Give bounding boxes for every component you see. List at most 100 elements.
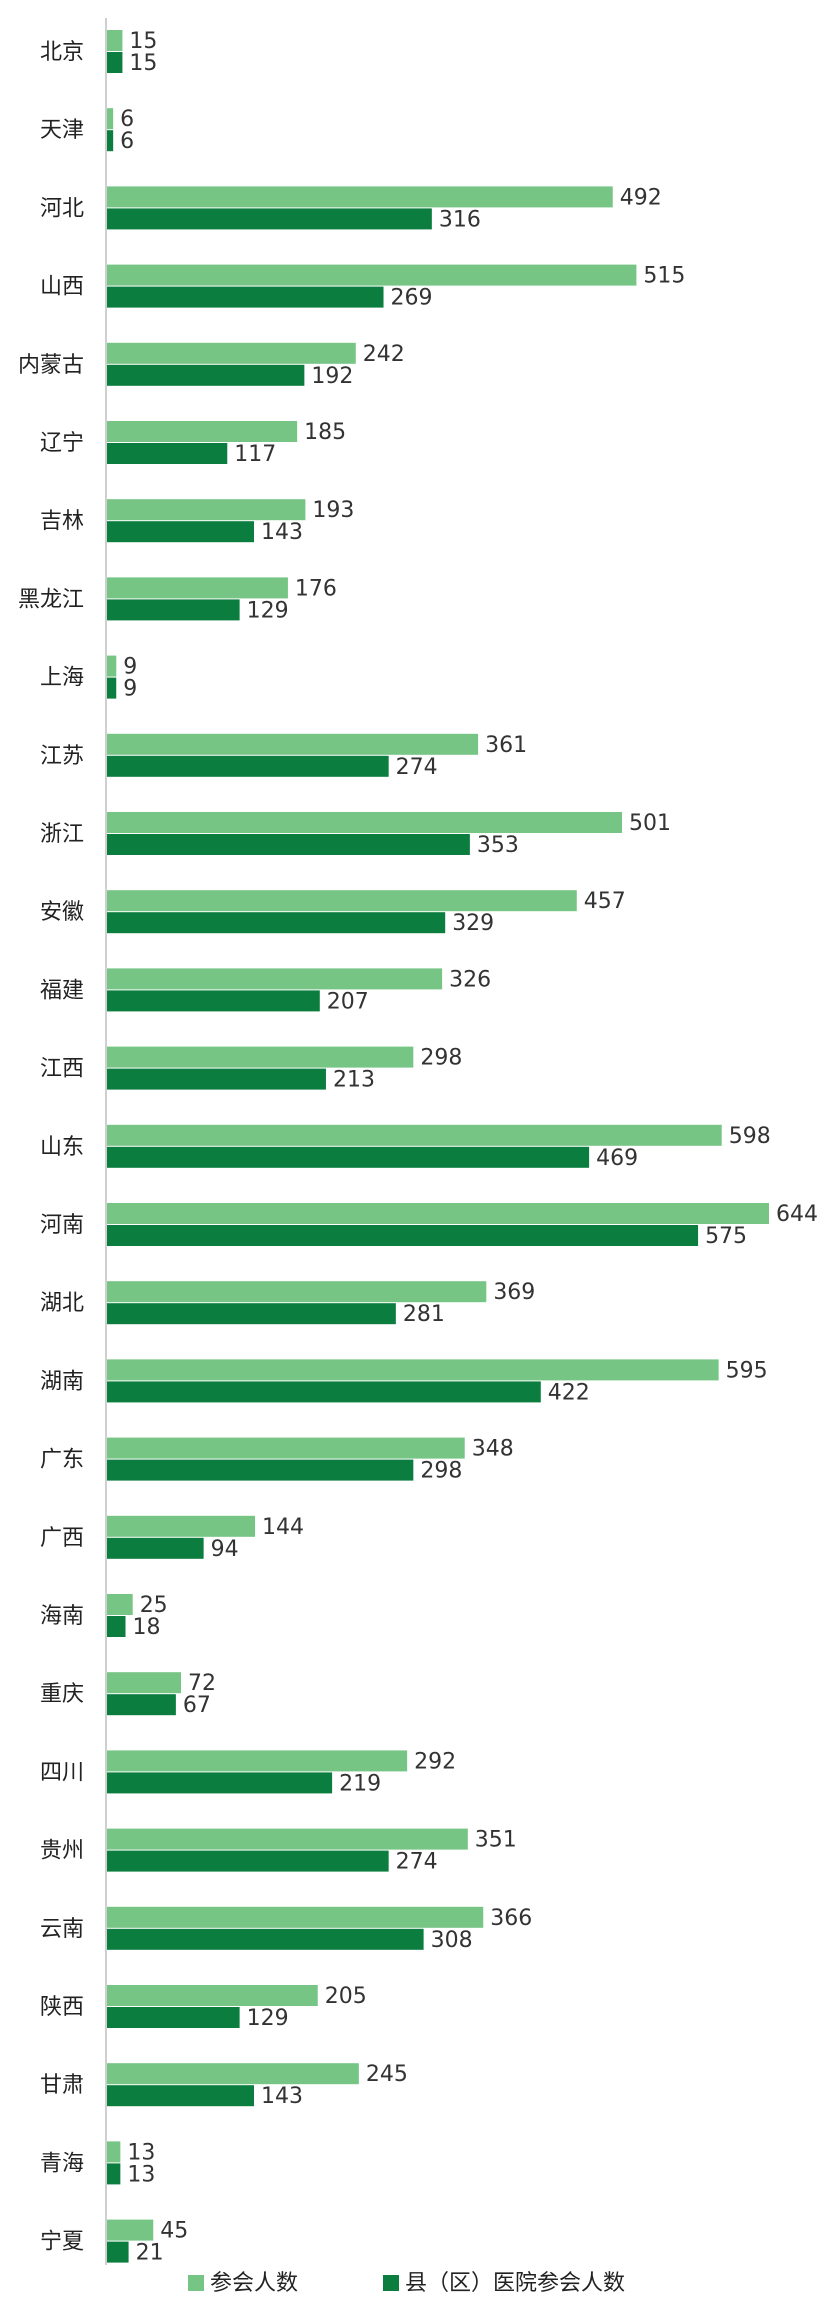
value-label-series-2: 94 xyxy=(211,1537,239,1562)
bar-series-1 xyxy=(107,30,123,51)
value-label-series-1: 598 xyxy=(729,1124,771,1149)
legend-label-series-2: 县（区）医院参会人数 xyxy=(405,2271,625,2296)
value-label-series-2: 13 xyxy=(127,2162,155,2187)
category-label: 吉林 xyxy=(40,509,84,534)
bar-series-1 xyxy=(107,264,637,286)
value-label-series-1: 242 xyxy=(363,342,405,367)
bar-series-2 xyxy=(107,1928,424,1950)
category-label: 河北 xyxy=(40,196,84,221)
value-label-series-2: 9 xyxy=(123,677,137,702)
bar-series-1 xyxy=(107,655,117,677)
value-label-series-1: 176 xyxy=(295,576,337,601)
bar-series-2 xyxy=(107,912,446,934)
bar-series-1 xyxy=(107,1906,484,1928)
category-label: 广西 xyxy=(40,1526,84,1551)
bar-series-2 xyxy=(107,2241,129,2263)
category-label: 江苏 xyxy=(40,744,84,769)
bar-series-2 xyxy=(107,1850,389,1872)
category-label: 福建 xyxy=(40,978,84,1003)
value-label-series-2: 269 xyxy=(391,286,433,311)
bar-series-2 xyxy=(107,755,389,777)
value-label-series-2: 575 xyxy=(705,1224,747,1249)
bar-series-1 xyxy=(107,890,577,912)
legend-swatch-series-1 xyxy=(188,2275,204,2291)
value-label-series-1: 298 xyxy=(420,1046,462,1071)
bar-series-2 xyxy=(107,1537,204,1559)
bar-series-1 xyxy=(107,1985,318,2006)
value-label-series-2: 469 xyxy=(596,1146,638,1171)
bar-series-1 xyxy=(107,1672,182,1694)
category-label: 重庆 xyxy=(40,1682,84,1707)
bar-series-1 xyxy=(107,1281,487,1303)
bar-series-2 xyxy=(107,208,432,230)
value-label-series-1: 361 xyxy=(485,733,527,758)
category-label: 海南 xyxy=(40,1604,84,1629)
bar-series-2 xyxy=(107,677,117,699)
value-label-series-1: 15 xyxy=(129,29,157,54)
value-label-series-2: 129 xyxy=(247,598,289,623)
category-label: 山东 xyxy=(40,1135,84,1160)
bar-series-1 xyxy=(107,1594,133,1615)
value-label-series-2: 281 xyxy=(403,1302,445,1327)
value-label-series-1: 369 xyxy=(493,1280,535,1305)
category-label: 天津 xyxy=(40,118,84,143)
bar-series-2 xyxy=(107,1616,126,1637)
bar-series-1 xyxy=(107,108,114,130)
category-label: 广东 xyxy=(40,1448,84,1473)
value-label-series-1: 501 xyxy=(629,811,671,836)
bar-series-1 xyxy=(107,186,613,208)
category-label: 四川 xyxy=(40,1760,84,1785)
value-label-series-1: 457 xyxy=(584,889,626,914)
bar-series-2 xyxy=(107,1068,326,1090)
legend: 参会人数 县（区）医院参会人数 xyxy=(188,2271,625,2296)
bar-series-2 xyxy=(107,52,123,73)
bar-series-1 xyxy=(107,812,623,833)
bar-series-2 xyxy=(107,130,114,152)
bar-series-2 xyxy=(107,1303,396,1325)
category-label: 安徽 xyxy=(40,900,84,925)
bar-series-2 xyxy=(107,521,254,543)
category-label: 陕西 xyxy=(40,1995,84,2020)
value-label-series-1: 185 xyxy=(304,420,346,445)
value-label-series-1: 205 xyxy=(325,1984,367,2009)
bar-series-1 xyxy=(107,342,356,364)
bar-series-2 xyxy=(107,2085,254,2107)
bar-series-2 xyxy=(107,2163,121,2185)
category-label: 宁夏 xyxy=(40,2230,84,2255)
category-label: 辽宁 xyxy=(40,431,84,456)
value-label-series-1: 13 xyxy=(127,2140,155,2165)
category-label: 云南 xyxy=(40,1917,84,1942)
category-label: 湖北 xyxy=(40,1291,84,1316)
bars-layer xyxy=(107,30,769,2263)
category-label: 贵州 xyxy=(40,1839,84,1864)
value-label-series-1: 366 xyxy=(490,1906,532,1931)
value-label-series-2: 207 xyxy=(327,989,369,1014)
value-label-series-1: 326 xyxy=(449,967,491,992)
bar-series-1 xyxy=(107,577,288,599)
value-label-series-2: 143 xyxy=(261,2084,303,2109)
bar-series-1 xyxy=(107,1437,465,1459)
value-label-series-1: 245 xyxy=(366,2062,408,2087)
bar-series-1 xyxy=(107,968,443,990)
legend-item-series-2: 县（区）医院参会人数 xyxy=(383,2271,625,2296)
value-label-series-2: 422 xyxy=(548,1380,590,1405)
bar-series-2 xyxy=(107,1772,333,1794)
value-label-series-2: 18 xyxy=(133,1615,161,1640)
category-label: 黑龙江 xyxy=(18,587,84,612)
value-label-series-2: 308 xyxy=(431,1928,473,1953)
value-label-series-2: 21 xyxy=(136,2241,164,2266)
value-label-series-2: 329 xyxy=(452,911,494,936)
legend-item-series-1: 参会人数 xyxy=(188,2271,298,2296)
category-label: 浙江 xyxy=(40,822,84,847)
bar-series-2 xyxy=(107,1694,176,1716)
value-label-series-1: 515 xyxy=(643,264,685,289)
bar-series-2 xyxy=(107,1381,541,1403)
bar-series-2 xyxy=(107,2007,240,2028)
value-label-series-1: 348 xyxy=(472,1437,514,1462)
bar-series-1 xyxy=(107,1750,408,1772)
bar-series-1 xyxy=(107,499,306,521)
category-label: 湖南 xyxy=(40,1369,84,1394)
value-label-series-2: 117 xyxy=(234,442,276,467)
